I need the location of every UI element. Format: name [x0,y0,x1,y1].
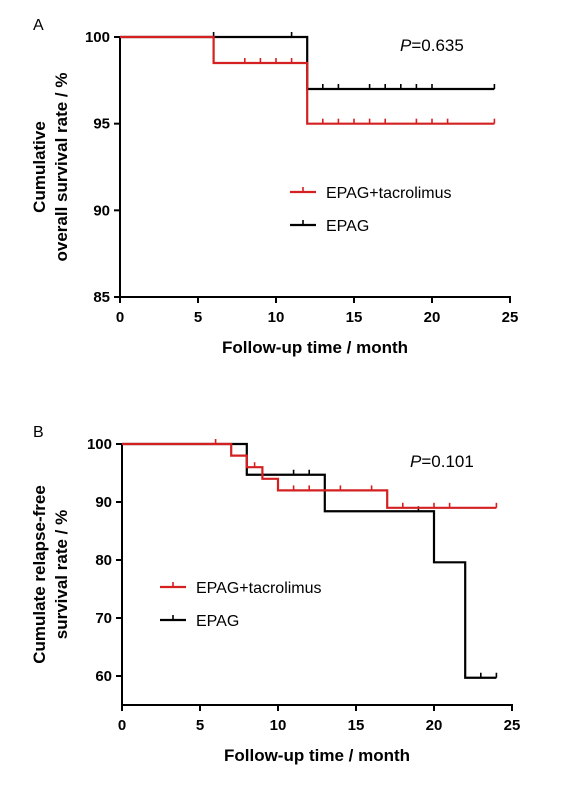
chart-panel-b: B 60 70 80 90 100 0 5 10 15 20 25 Follow-up time / m… [30,424,520,765]
x-tick-label: 5 [196,717,204,734]
p-value-number: =0.635 [411,36,463,55]
legend-label: EPAG [196,613,239,630]
x-tick-label: 10 [270,717,287,734]
series-line-epag [122,442,497,679]
x-axis-title: Follow-up time / month [222,338,408,357]
x-axis-title: Follow-up time / month [224,746,410,765]
panel-label: B [33,424,44,441]
y-axis-title: survival rate / % [52,510,71,639]
x-tick-label: 15 [346,309,363,326]
p-value-annotation: P=0.635 [400,36,464,55]
y-tick-label: 70 [95,610,112,627]
x-tick-label: 0 [116,309,124,326]
legend-label: EPAG+tacrolimus [326,185,452,202]
y-tick-label: 95 [93,116,110,133]
y-axis-title: overall survival rate / % [52,73,71,262]
legend-label: EPAG [326,218,369,235]
y-tick-label: 90 [95,494,112,511]
x-tick-label: 20 [424,309,441,326]
p-value-symbol: P [410,452,422,471]
p-value-number: =0.101 [421,452,473,471]
x-tick-label: 10 [268,309,285,326]
x-tick-label: 5 [194,309,202,326]
p-value-annotation: P=0.101 [410,452,474,471]
y-tick-label: 90 [93,202,110,219]
x-tick-label: 25 [502,309,519,326]
series-line-epag-tacrolimus [122,442,497,509]
x-tick-label: 20 [426,717,443,734]
y-axis-title: Cumulative [30,121,49,213]
y-tick-label: 100 [87,436,112,453]
x-tick-label: 25 [504,717,521,734]
legend-label: EPAG+tacrolimus [196,580,322,597]
y-tick-label: 80 [95,552,112,569]
panel-label: A [33,17,44,34]
y-tick-label: 60 [95,668,112,685]
y-tick-label: 85 [93,289,110,306]
x-tick-label: 0 [118,717,126,734]
p-value-symbol: P [400,36,412,55]
y-axis-title: Cumulate relapse-free [30,485,49,664]
x-tick-label: 15 [348,717,365,734]
chart-panel-a: A 85 90 95 100 0 5 10 15 20 25 Follow-up time / mon… [30,17,518,357]
y-tick-label: 100 [85,29,110,46]
